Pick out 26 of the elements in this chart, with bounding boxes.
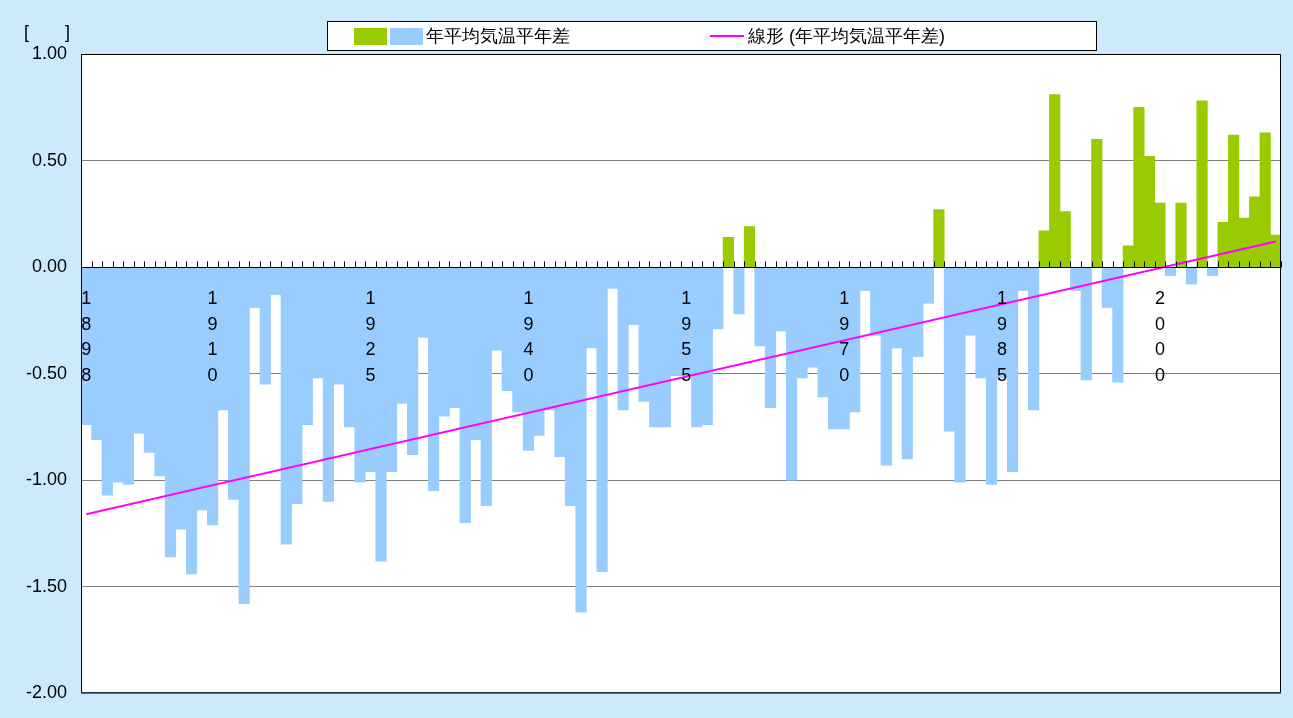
bar bbox=[1175, 202, 1187, 267]
bar bbox=[722, 236, 734, 267]
bar bbox=[1185, 267, 1198, 285]
x-tick-label: 1970 bbox=[839, 288, 850, 385]
bar bbox=[1164, 267, 1177, 276]
y-tick-label: -0.50 bbox=[26, 362, 68, 383]
legend-label: 年平均気温平年差 bbox=[426, 25, 570, 48]
x-tick-label: 1898 bbox=[81, 288, 92, 385]
bar bbox=[1091, 138, 1103, 267]
legend-label: 線形 (年平均気温平年差) bbox=[748, 25, 945, 48]
y-tick-label: 0.50 bbox=[31, 149, 68, 170]
bar bbox=[743, 226, 756, 267]
bar bbox=[733, 267, 745, 315]
bar bbox=[1206, 267, 1219, 276]
bar bbox=[1196, 100, 1208, 267]
x-tick-label: 1940 bbox=[523, 288, 534, 385]
x-tick-label: 2000 bbox=[1154, 288, 1165, 385]
y-axis-title: [ ] bbox=[24, 21, 71, 44]
y-tick-label: -1.00 bbox=[26, 469, 68, 490]
y-tick-label: 1.00 bbox=[31, 42, 68, 63]
y-tick-label: 0.00 bbox=[31, 256, 68, 277]
y-tick-label: -1.50 bbox=[26, 575, 68, 596]
x-tick-label: 1925 bbox=[365, 288, 376, 385]
x-tick-label: 1910 bbox=[207, 288, 218, 385]
bar bbox=[933, 209, 945, 267]
y-tick-label: -2.00 bbox=[26, 682, 68, 703]
